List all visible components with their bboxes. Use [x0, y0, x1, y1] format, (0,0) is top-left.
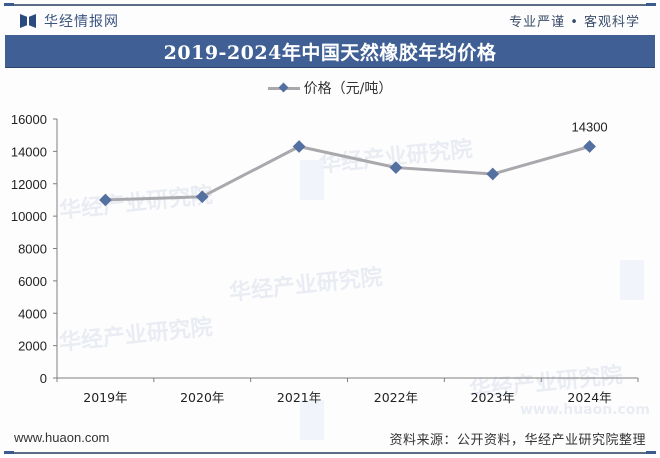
x-tick-label: 2019年	[83, 390, 127, 405]
y-tick-label: 16000	[11, 112, 47, 127]
y-tick-label: 0	[40, 371, 47, 386]
slogan: 专业严谨 • 客观科学	[509, 15, 640, 30]
legend-line-marker-icon	[267, 82, 300, 93]
watermark: 华经产业研究院	[228, 264, 384, 306]
y-tick-label: 4000	[18, 306, 47, 321]
legend-label: 价格（元/吨）	[303, 81, 393, 97]
watermark-url: www.huaon.com	[520, 402, 650, 418]
data-point-marker	[99, 193, 112, 207]
data-point-marker	[486, 167, 500, 181]
data-point-marker	[389, 161, 403, 174]
x-tick-label: 2021年	[277, 390, 321, 405]
chart-title: 2019-2024年中国天然橡胶年均价格	[163, 41, 497, 64]
y-tick-label: 14000	[11, 144, 47, 159]
x-tick-label: 2022年	[374, 390, 418, 405]
brand-name: 华经情报网	[44, 14, 119, 30]
watermark: 华经产业研究院	[58, 182, 214, 224]
footer-url: www.huaon.com	[14, 430, 110, 445]
y-tick-label: 12000	[11, 177, 47, 192]
x-tick-label: 2024年	[567, 390, 611, 405]
y-tick-label: 8000	[18, 242, 47, 257]
watermark-logo	[620, 260, 644, 300]
footer-source: 资料来源：公开资料，华经产业研究院整理	[389, 433, 646, 448]
watermark-logo	[300, 160, 324, 200]
y-tick-label: 2000	[18, 339, 47, 354]
y-tick-label: 10000	[11, 209, 47, 224]
x-tick-label: 2020年	[180, 390, 224, 405]
top-rule-cap	[4, 3, 14, 6]
legend: 价格（元/吨）	[0, 78, 660, 98]
brand: 华经情报网	[20, 10, 119, 32]
bottom-rule	[4, 452, 656, 454]
top-rule	[4, 4, 656, 6]
title-bar: 2019-2024年中国天然橡胶年均价格	[5, 35, 655, 68]
watermark: 华经产业研究院	[58, 314, 214, 356]
data-label: 14300	[572, 120, 608, 135]
series-line	[105, 145, 590, 202]
watermark-logo	[300, 400, 324, 440]
bottom-rule-cap	[4, 451, 14, 454]
data-point-marker	[583, 140, 596, 153]
x-tick-label: 2023年	[471, 390, 515, 405]
bottom-rule-cap	[646, 451, 656, 454]
data-point-marker	[195, 190, 209, 204]
data-point-marker	[292, 140, 306, 153]
top-rule-cap	[646, 3, 656, 6]
brand-logo-icon	[20, 14, 36, 28]
y-tick-label: 6000	[18, 274, 47, 289]
